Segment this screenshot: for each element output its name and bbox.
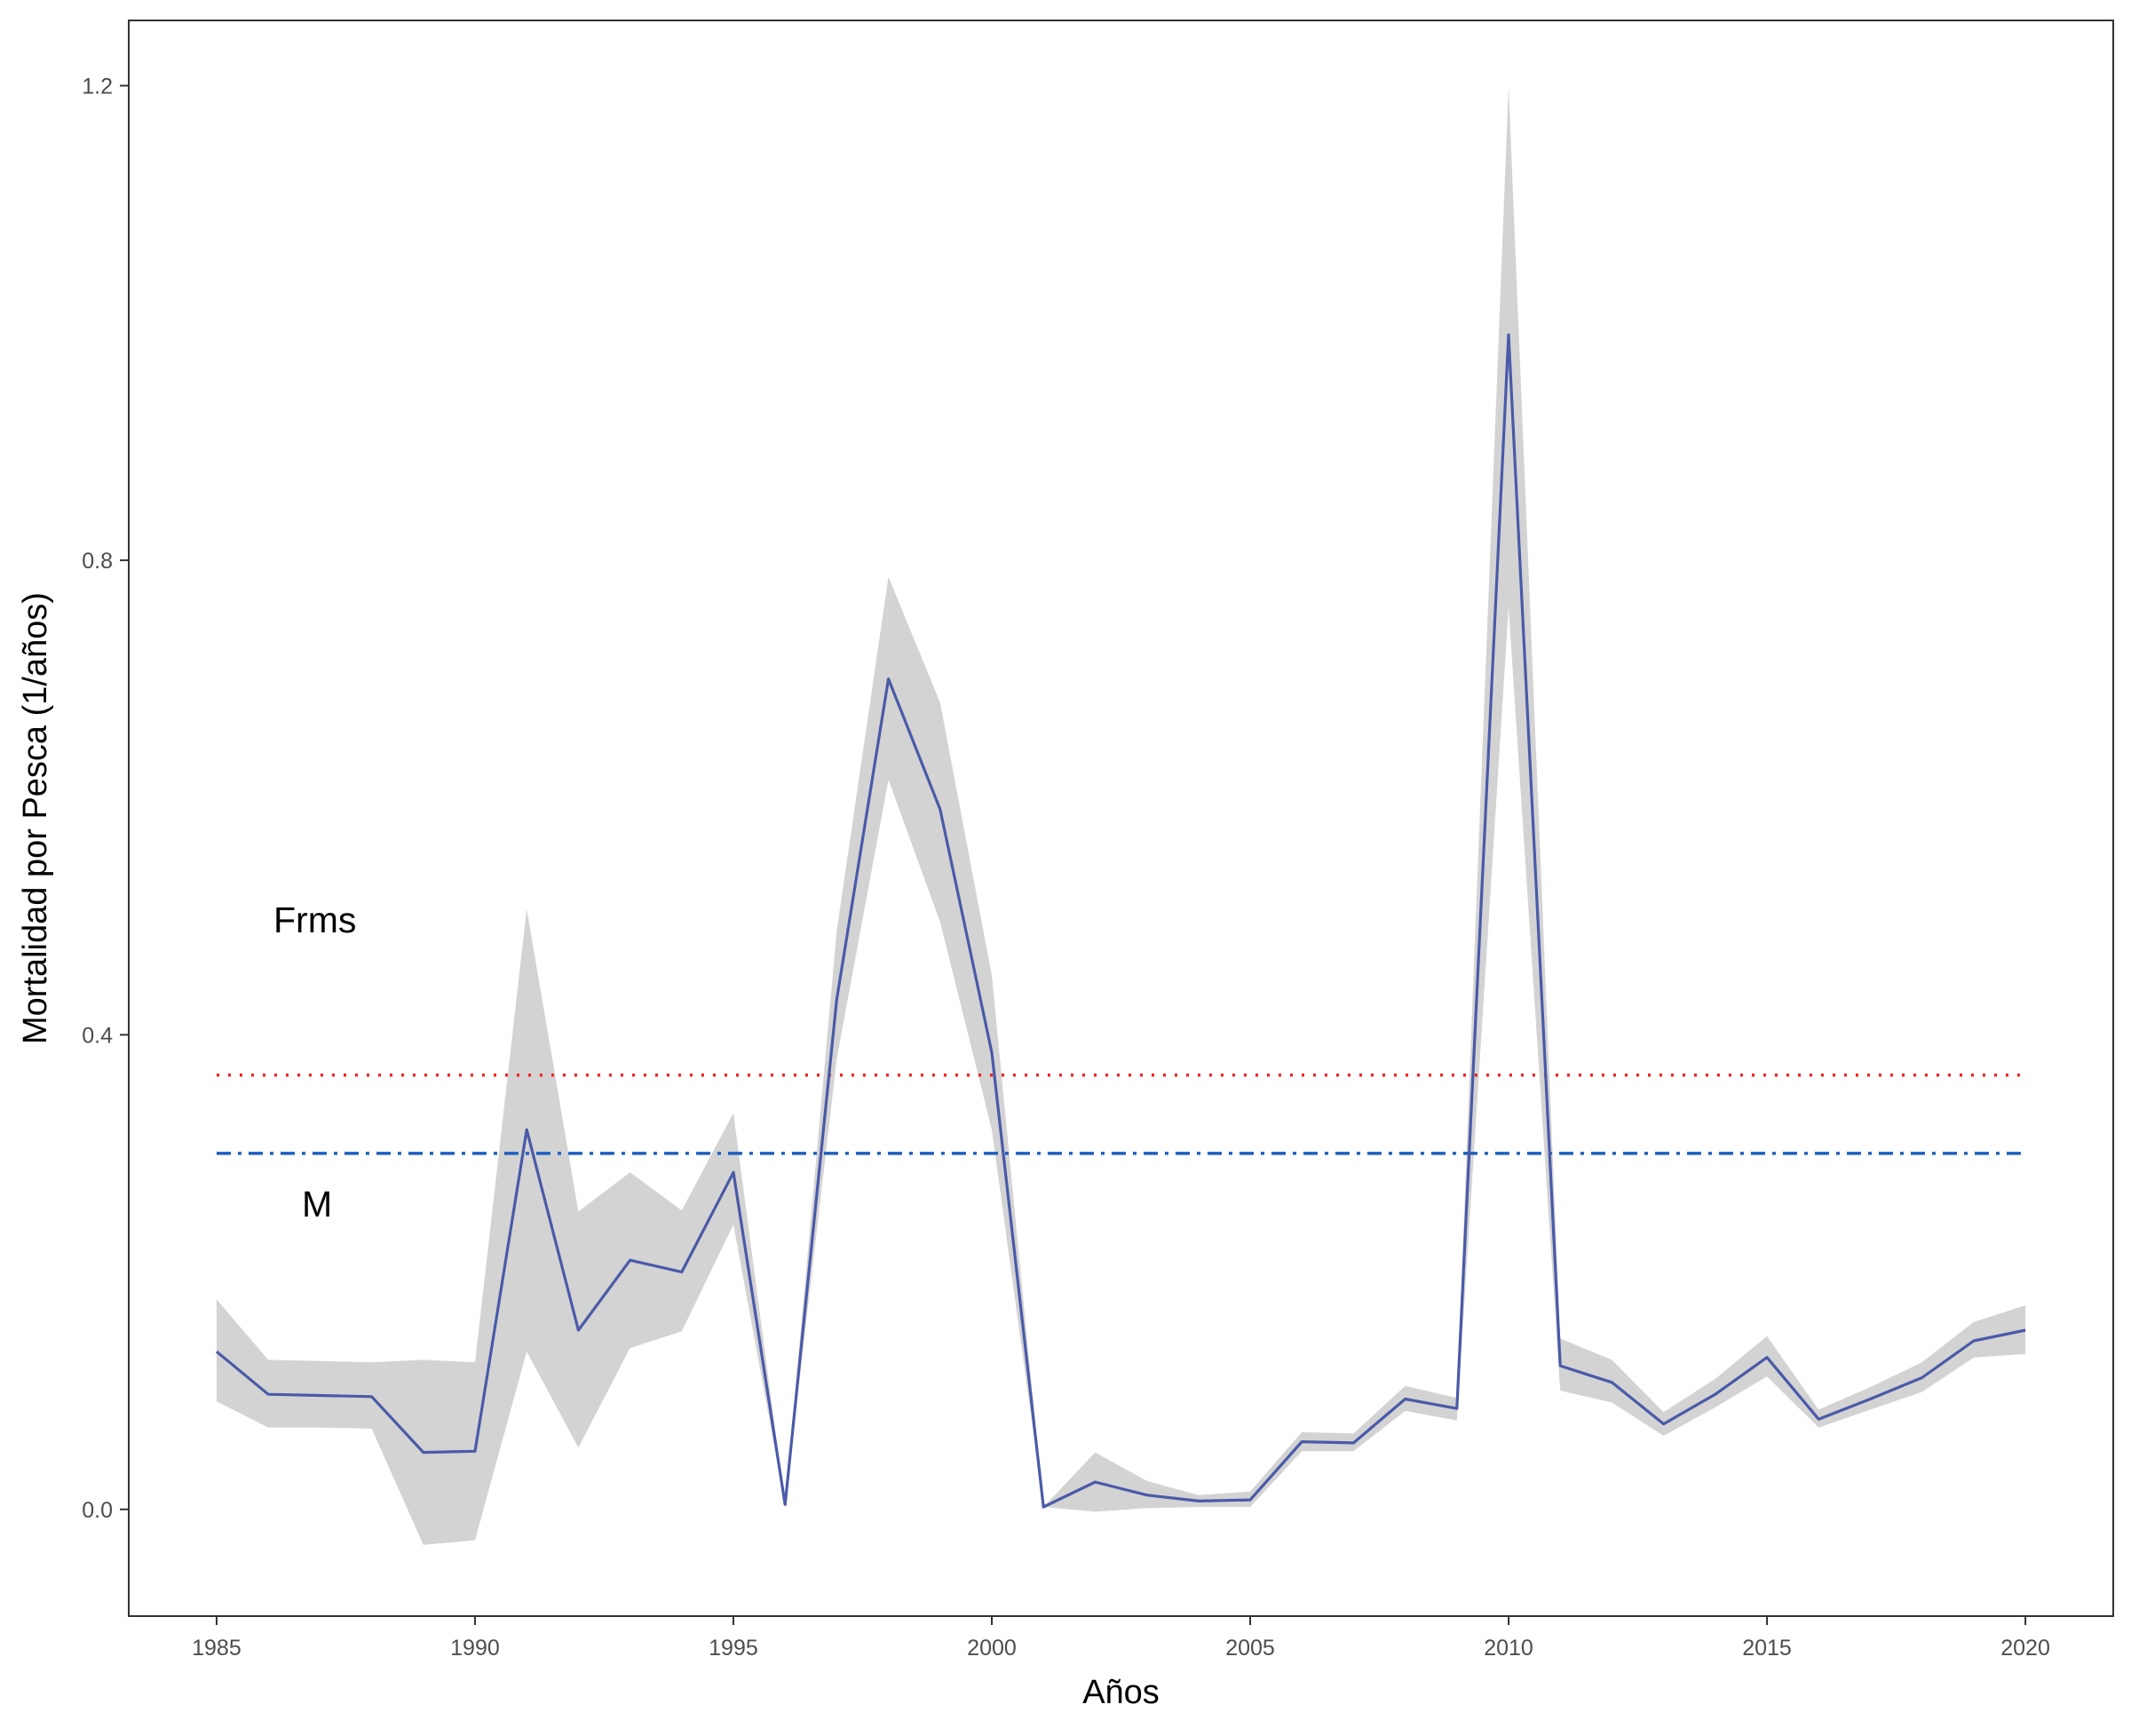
x-tick-label: 2020 bbox=[2000, 1636, 2050, 1661]
y-tick-label: 0.8 bbox=[82, 549, 113, 574]
y-axis-title: Mortalidad por Pesca (1/años) bbox=[17, 592, 54, 1044]
x-tick-label: 2005 bbox=[1225, 1636, 1275, 1661]
m-label: M bbox=[302, 1184, 332, 1225]
x-axis-title: Años bbox=[1082, 1674, 1160, 1711]
labels-layer: 1985 1990 1995 2000 2005 2010 2015 2020 0.0 0.4 0.… bbox=[17, 74, 2050, 1711]
x-tick-label: 1990 bbox=[450, 1636, 500, 1661]
frms-label: Frms bbox=[273, 900, 356, 940]
y-tick-label: 1.2 bbox=[82, 74, 113, 99]
y-tick-label: 0.0 bbox=[82, 1498, 113, 1523]
axes-layer bbox=[120, 20, 2114, 1625]
x-tick-label: 1995 bbox=[709, 1636, 758, 1661]
plot-panel-border bbox=[128, 20, 2114, 1617]
x-tick-label: 2000 bbox=[967, 1636, 1017, 1661]
confidence-ribbon bbox=[216, 85, 2026, 1545]
x-tick-label: 2015 bbox=[1742, 1636, 1792, 1661]
series-line bbox=[215, 333, 2026, 1509]
series-line-layer bbox=[215, 333, 2026, 1509]
reference-lines-layer bbox=[216, 1074, 2026, 1155]
confidence-ribbon-layer bbox=[216, 85, 2026, 1545]
x-tick-label: 2010 bbox=[1484, 1636, 1533, 1661]
x-tick-label: 1985 bbox=[192, 1636, 242, 1661]
y-tick-label: 0.4 bbox=[82, 1023, 113, 1048]
